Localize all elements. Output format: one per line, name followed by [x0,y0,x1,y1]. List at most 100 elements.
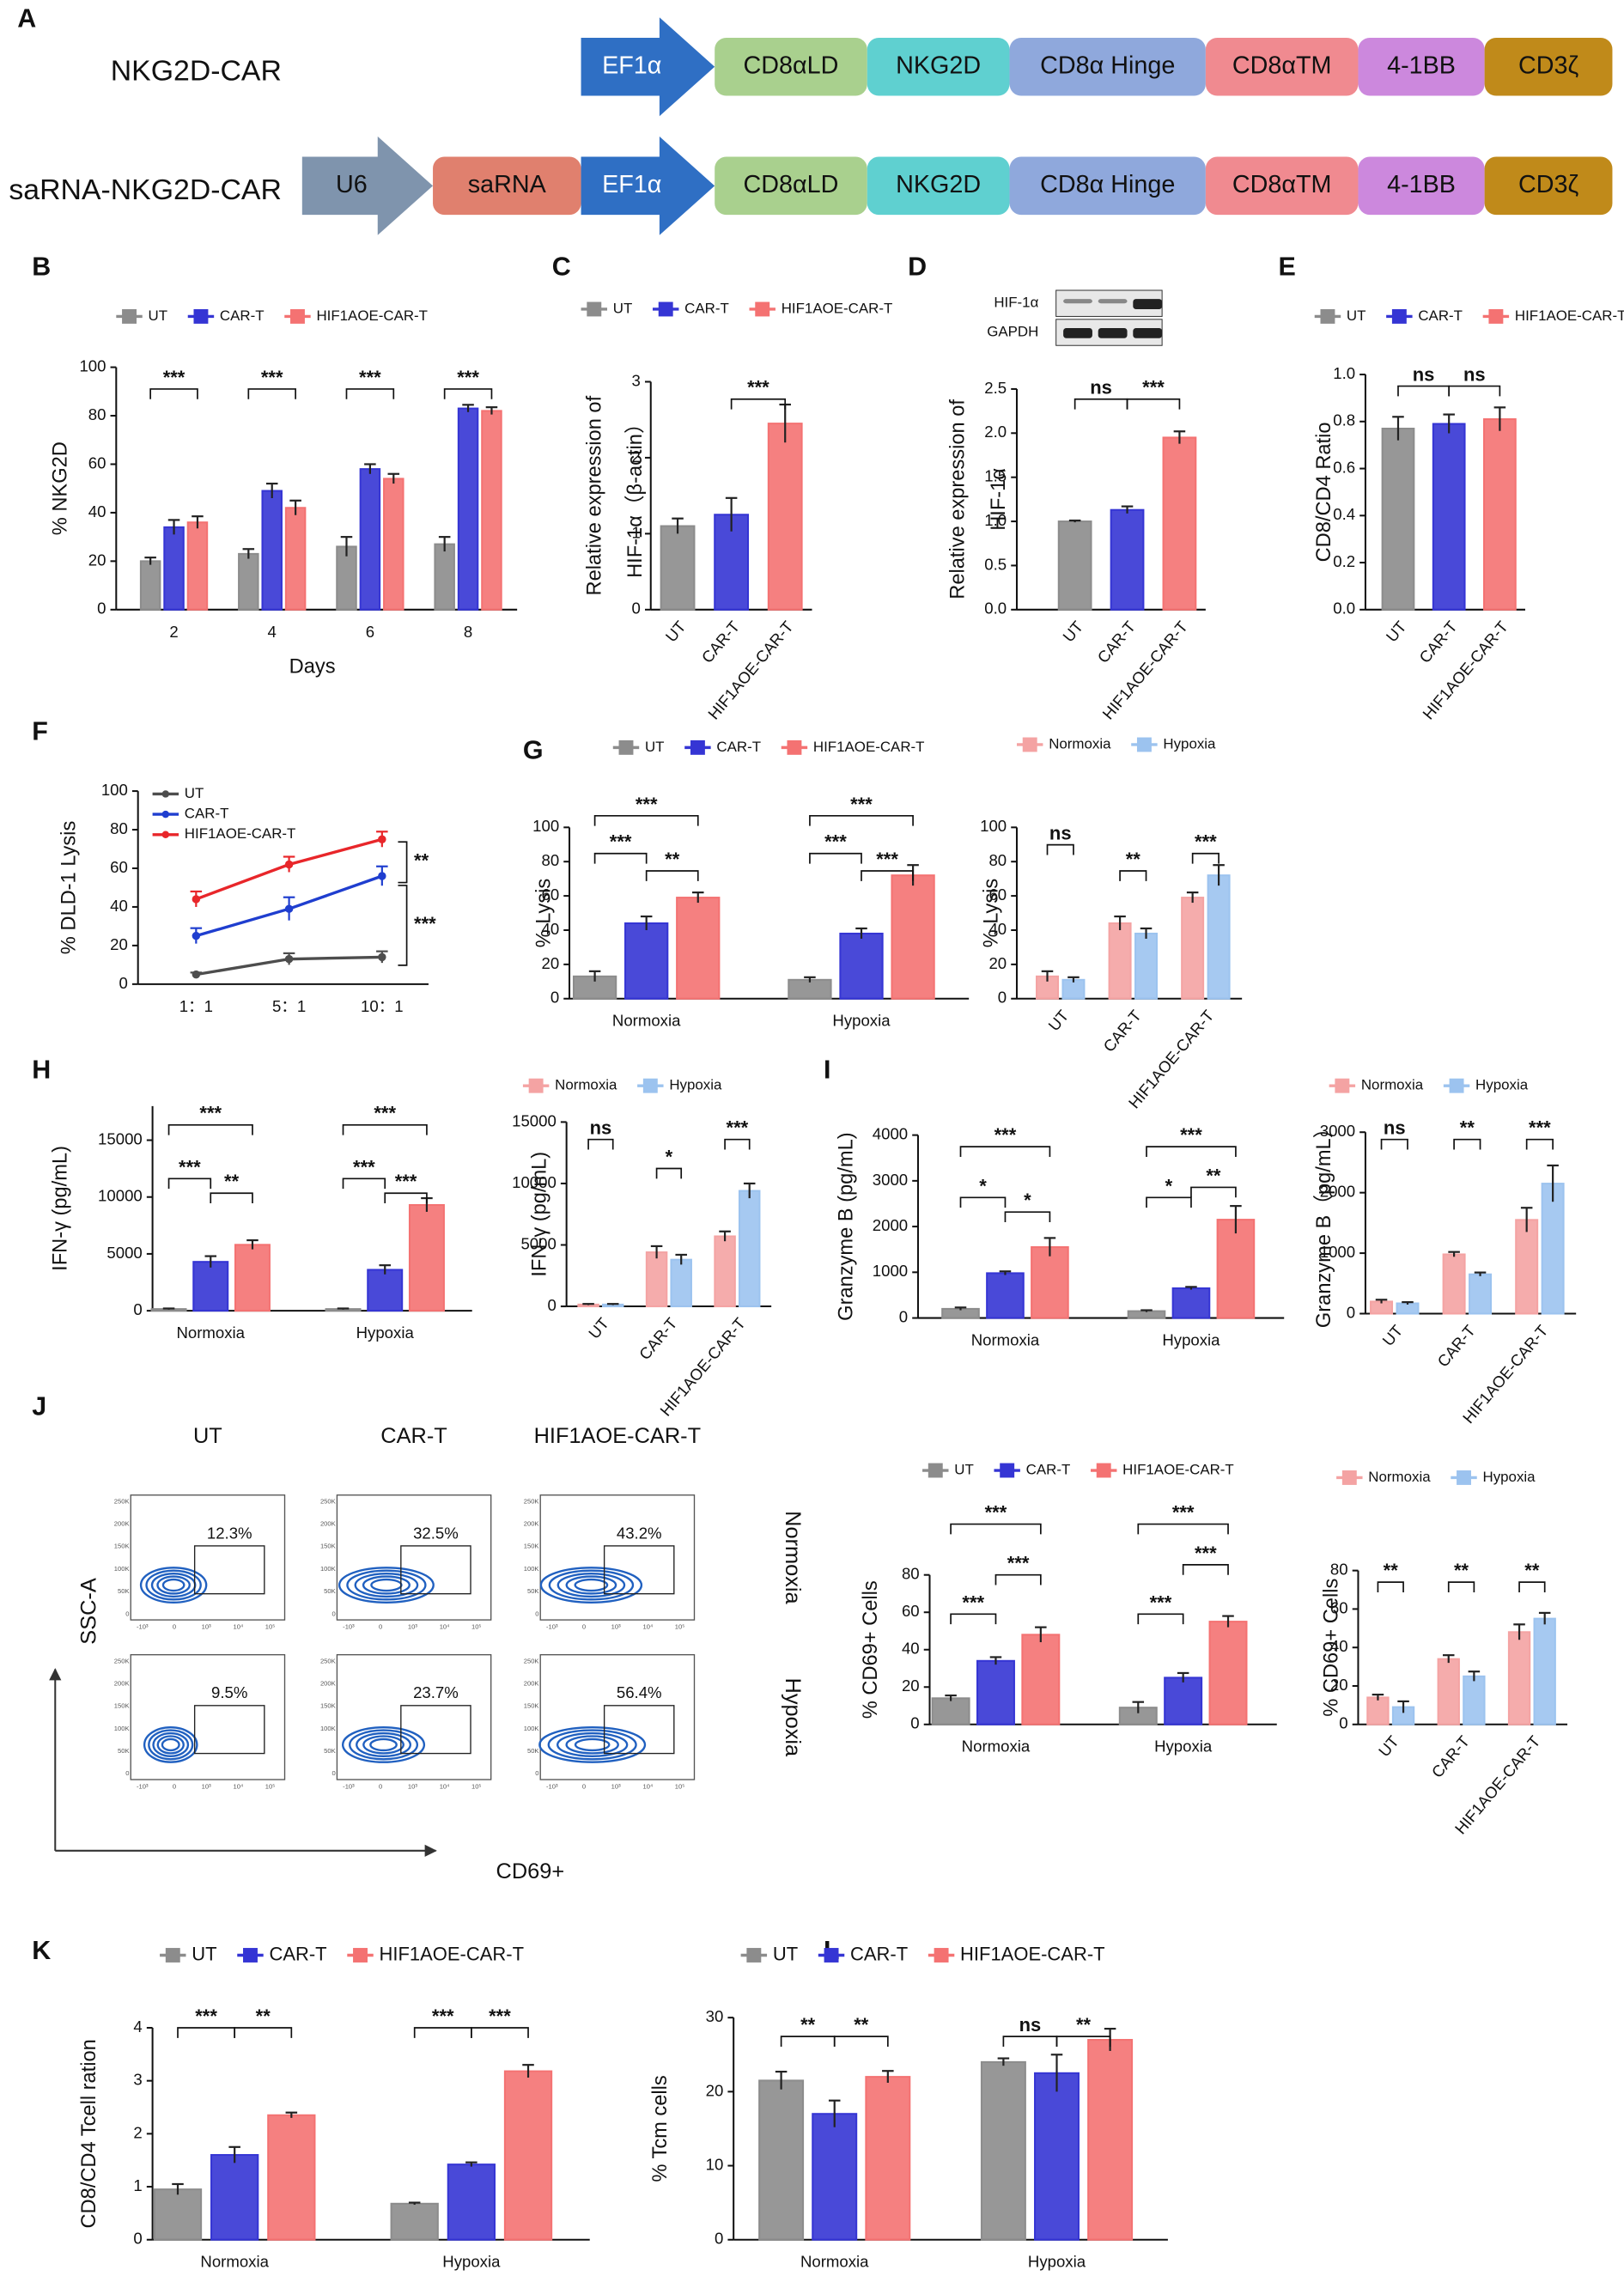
x-tick-label: 8 [464,623,472,641]
y-tick-label: 100 [79,356,106,374]
significance-bracket [593,814,699,826]
flow-y-tick: 100K [320,1725,336,1732]
contour [539,1567,643,1604]
bar [408,1203,445,1312]
y-tick-label: 4 [133,2017,142,2036]
legend-label: UT [185,785,204,801]
panel-label: G [523,735,544,764]
construct-block [715,156,867,216]
gate [193,1705,265,1755]
significance-bracket [833,2036,889,2047]
blot-band [1098,327,1128,338]
significance-bracket [950,1523,1042,1535]
legend-label: Normoxia [1361,1077,1424,1093]
bar [284,507,307,611]
y-tick-label: 0.4 [1333,505,1355,523]
significance-bracket [167,1123,253,1135]
bar [1216,1219,1256,1319]
bar [1034,2072,1080,2241]
bar [139,560,161,611]
flow-plot-frame [130,1653,286,1780]
y-tick-label: 0.0 [1333,599,1355,618]
legend-label: UT [1347,307,1366,324]
y-tick-label: 1000 [873,1262,908,1280]
bar [660,525,696,611]
flow-x-tick: 10⁵ [265,1623,276,1631]
x-tick-label: CAR-T [636,1314,681,1363]
significance-bracket [247,388,296,399]
significance-bracket [1055,2036,1111,2047]
bar [767,423,803,611]
significance-bracket [345,388,395,399]
y-tick-label: 2.0 [984,423,1007,441]
significance-label: *** [489,2005,511,2027]
bar [390,2202,439,2241]
flow-y-tick: 250K [320,1497,336,1505]
y-tick-label: 40 [902,1640,920,1658]
y-tick-label: 80 [88,405,106,423]
x-tick-label: UT [1375,1732,1402,1760]
legend-marker [1488,308,1504,324]
bar [976,1659,1015,1725]
significance-bracket [398,885,408,966]
significance-label: *** [636,794,658,815]
blot-band [1063,327,1092,338]
bar [1207,874,1231,1000]
y-axis-label: % Lysis [980,879,1002,948]
panel-label: J [32,1391,46,1421]
bar [986,1272,1025,1319]
significance-label: * [1024,1190,1031,1211]
contour [557,1572,626,1598]
significance-label: ** [224,1171,240,1192]
significance-bracket [994,1573,1042,1585]
legend-marker [1320,308,1335,324]
significance-label: *** [457,367,479,388]
significance-label: *** [374,1103,396,1124]
x-tick-label: 5：1 [272,997,306,1015]
bar [1127,1310,1166,1319]
construct-block [1205,156,1359,216]
y-axis-label: % CD69+ Cells [860,1580,882,1719]
y-tick-label: 60 [902,1602,920,1620]
flow-x-tick: 10³ [202,1623,211,1631]
panel-label: H [32,1055,51,1084]
y-axis-label: IFN-γ (pg/mL) [49,1146,71,1271]
y-tick-label: 80 [988,851,1007,869]
legend-marker [587,301,602,317]
gate-percentage: 56.4% [617,1683,662,1701]
significance-label: ns [1049,823,1072,844]
flow-y-tick: 200K [524,1679,539,1687]
y-axis-label: CD8/CD4 Ratio [1313,422,1335,562]
y-tick-label: 1.0 [984,511,1007,529]
x-tick-label: CAR-T [1415,618,1461,666]
x-tick-label: CAR-T [1428,1732,1474,1781]
point [378,835,386,844]
contour [161,1578,186,1592]
y-tick-label: 10000 [98,1187,143,1205]
gate-percentage: 43.2% [617,1524,662,1542]
contour [143,1725,198,1763]
gate-percentage: 12.3% [207,1524,252,1542]
significance-bracket [1119,870,1147,881]
bar [192,1261,229,1312]
y-tick-label: 2000 [873,1216,908,1234]
flow-y-tick: 150K [114,1543,130,1550]
legend-label: UT [149,307,168,324]
flow-y-tick: 200K [114,1679,130,1687]
bar [1541,1183,1565,1315]
significance-bracket [587,1138,614,1150]
y-tick-label: 60 [1330,1598,1348,1616]
y-tick-label: 0.8 [1333,411,1355,429]
x-tick-label: UT [662,618,690,645]
y-tick-label: 5000 [520,1234,556,1252]
significance-label: ** [665,849,680,870]
significance-bracket [443,388,493,399]
flow-y-tick: 100K [320,1565,336,1573]
x-tick-label: Normoxia [200,2253,269,2271]
x-tick-label: UT [1378,1322,1406,1349]
significance-bracket [1191,852,1220,864]
flow-x-tick: 0 [173,1623,176,1631]
significance-label: ** [1524,1560,1540,1581]
x-tick-label: 6 [366,623,374,641]
